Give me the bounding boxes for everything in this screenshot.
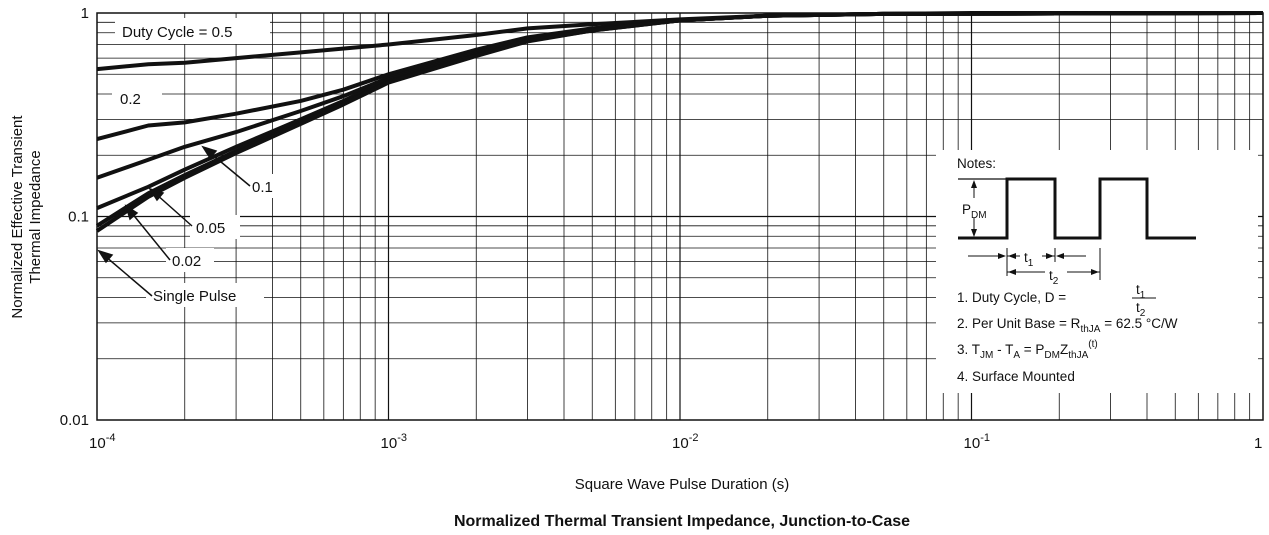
duty-cycle-label: Duty Cycle = 0.5 [122,24,232,41]
label-005-bg [190,215,240,239]
y-tick-label: 0.1 [68,209,89,226]
label-002-bg [166,248,214,272]
series-label-0.02: 0.02 [172,253,201,270]
arrow-0.1-head [201,145,218,160]
plot-frame [96,12,1264,421]
tick-labels: 10-4 10-3 10-2 10-1 1 1 0.1 0.01 [60,5,1263,452]
y-axis-title-line1: Normalized Effective Transient [9,115,26,319]
t1-outer-arrow [998,253,1006,259]
label-02-bg [112,86,162,110]
x-tick-label: 10-3 [381,432,407,452]
note-3: 3. TJM - TA = PDMZthJA(t) [957,339,1098,361]
t2-arrow-left [1008,269,1016,275]
pulse-waveform [958,177,1196,240]
arrow-0.02 [130,211,171,261]
arrow-single-pulse [104,255,153,297]
x-tick-label: 10-2 [672,432,698,452]
t1-arrow-right [1046,253,1054,259]
note-1-numerator: t1 [1136,282,1146,301]
duty-label-bg [115,18,270,44]
series-line-single-pulse [95,11,1264,233]
t1-label: t1 [1024,250,1034,269]
t2-label: t2 [1049,268,1059,287]
pdm-label: PDM [962,202,987,221]
note-2: 2. Per Unit Base = RthJA = 62.5 °C/W [957,316,1178,335]
pdm-arrow-up [971,180,977,188]
notes-heading: Notes: [957,156,996,171]
arrow-single-pulse-head [97,249,114,264]
arrow-0.05 [155,193,193,227]
chart-title: Normalized Thermal Transient Impedance, … [454,513,910,530]
note-1: 1. Duty Cycle, D = [957,290,1066,305]
y-tick-label: 1 [81,5,89,22]
series-label-single-pulse: Single Pulse [153,288,236,305]
arrow-0.1 [208,151,251,187]
series-label-0.1: 0.1 [252,179,273,196]
label-01-bg [246,174,282,198]
annotation-arrows [97,145,251,297]
series-lines [95,11,1264,233]
series-label-0.05: 0.05 [196,220,225,237]
t1-arrow-left [1008,253,1016,259]
notes-box: Notes: PDM t1 t2 1. Duty Cycle, D = t1 t… [936,150,1258,393]
note-4: 4. Surface Mounted [957,369,1075,384]
x-tick-label: 10-4 [89,432,115,452]
t2-inner-arrow [1056,253,1064,259]
y-tick-label: 0.01 [60,412,89,429]
y-axis-title-line2: Thermal Impedance [27,150,44,283]
x-tick-label: 1 [1254,435,1262,452]
pdm-label-bg [960,198,1004,218]
note-1-denominator: t2 [1136,300,1146,319]
pdm-arrow-down [971,229,977,237]
label-single-bg [146,283,264,307]
t2-label-bg [1045,264,1067,286]
t1-label-bg [1020,246,1042,266]
x-axis-title: Square Wave Pulse Duration (s) [575,476,790,493]
t2-arrow-right [1091,269,1099,275]
series-label-0.2: 0.2 [120,91,141,108]
arrow-0.02-head [124,204,139,221]
arrow-0.05-head [148,187,165,202]
x-tick-label: 10-1 [964,432,990,452]
